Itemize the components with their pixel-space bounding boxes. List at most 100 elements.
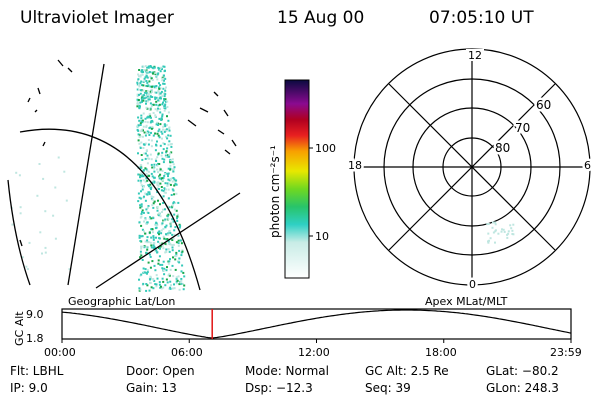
- emission-pixel: [146, 223, 148, 225]
- emission-pixel: [141, 84, 143, 87]
- emission-pixel: [150, 158, 153, 161]
- emission-pixel: [153, 264, 156, 267]
- emission-pixel: [138, 69, 141, 71]
- emission-pixel: [165, 86, 167, 89]
- emission-pixel: [140, 184, 143, 187]
- emission-pixel: [145, 80, 148, 82]
- emission-pixel: [156, 140, 158, 143]
- emission-pixel: [172, 220, 175, 223]
- emission-pixel: [152, 112, 155, 114]
- x-tick-label: 23:59: [550, 346, 582, 359]
- emission-pixel: [144, 142, 147, 145]
- emission-pixel: [158, 255, 161, 258]
- emission-pixel: [143, 91, 146, 94]
- emission-pixel: [11, 223, 14, 226]
- emission-pixel: [180, 270, 183, 273]
- emission-pixel: [154, 132, 157, 135]
- emission-pixel: [487, 232, 490, 235]
- emission-pixel: [140, 175, 143, 178]
- emission-pixel: [167, 154, 169, 157]
- emission-pixel: [511, 229, 514, 232]
- emission-pixel: [163, 65, 166, 68]
- emission-pixel: [171, 180, 174, 183]
- emission-pixel: [156, 109, 159, 112]
- emission-pixel: [494, 223, 497, 226]
- emission-pixel: [144, 217, 147, 220]
- emission-pixel: [146, 76, 149, 79]
- emission-pixel: [139, 173, 142, 176]
- emission-pixel: [152, 236, 155, 239]
- emission-pixel: [149, 65, 152, 67]
- emission-pixel: [164, 107, 167, 110]
- emission-pixel: [140, 129, 143, 132]
- emission-pixel: [149, 115, 152, 118]
- emission-pixel: [162, 82, 165, 85]
- emission-pixel: [151, 90, 154, 93]
- emission-pixel: [138, 75, 140, 78]
- emission-pixel: [144, 76, 147, 79]
- emission-pixel: [182, 288, 185, 291]
- emission-pixel: [160, 232, 163, 235]
- emission-pixel: [157, 130, 160, 133]
- emission-pixel: [172, 163, 175, 166]
- mlt-label: 12: [468, 49, 482, 62]
- emission-pixel: [146, 169, 149, 172]
- emission-pixel: [151, 175, 154, 178]
- emission-pixel: [151, 79, 154, 81]
- emission-pixel: [155, 224, 158, 227]
- emission-pixel: [140, 172, 143, 175]
- emission-pixel: [139, 174, 142, 177]
- emission-pixel: [162, 195, 165, 198]
- emission-pixel: [140, 141, 143, 144]
- emission-pixel: [156, 191, 159, 194]
- emission-pixel: [68, 268, 71, 271]
- emission-pixel: [163, 191, 166, 194]
- emission-pixel: [142, 282, 145, 285]
- emission-pixel: [153, 85, 156, 88]
- emission-pixel: [168, 260, 171, 263]
- emission-pixel: [173, 229, 176, 232]
- emission-pixel: [138, 134, 141, 137]
- polar-plot: 12 18 18 6 6 0 0 60 60 70 70 80 80: [346, 48, 594, 294]
- emission-pixel: [176, 220, 179, 222]
- emission-pixel: [162, 148, 165, 151]
- emission-pixel: [160, 117, 163, 120]
- emission-pixel: [149, 153, 152, 156]
- date-label: 15 Aug 00: [277, 8, 365, 28]
- emission-pixel: [157, 171, 159, 174]
- emission-pixel: [179, 239, 182, 242]
- emission-pixel: [42, 177, 45, 180]
- emission-pixel: [164, 125, 167, 128]
- emission-pixel: [140, 114, 143, 117]
- emission-pixel: [138, 234, 141, 237]
- emission-pixel: [138, 287, 141, 290]
- emission-pixel: [169, 161, 172, 164]
- emission-pixel: [174, 226, 177, 229]
- y-tick-label: 1.8: [26, 332, 44, 345]
- emission-pixel: [140, 94, 143, 97]
- emission-pixel: [142, 169, 145, 172]
- emission-pixel: [139, 250, 142, 253]
- emission-pixel: [152, 238, 155, 241]
- emission-pixel: [144, 199, 147, 202]
- emission-pixel: [164, 103, 167, 106]
- emission-pixel: [143, 77, 146, 80]
- gc-alt-readout: GC Alt: 2.5 Re: [365, 364, 449, 378]
- emission-pixel: [162, 247, 165, 250]
- emission-pixel: [161, 76, 164, 79]
- emission-pixel: [155, 144, 158, 147]
- emission-pixel: [149, 282, 152, 284]
- emission-pixel: [177, 201, 180, 204]
- emission-pixel: [153, 279, 156, 282]
- emission-pixel: [154, 71, 157, 74]
- emission-pixel: [171, 239, 174, 241]
- emission-pixel: [161, 211, 163, 213]
- door-readout: Door: Open: [126, 364, 195, 378]
- emission-pixel: [155, 285, 158, 288]
- y-tick-label: 9.0: [26, 308, 44, 321]
- emission-pixel: [173, 178, 176, 181]
- emission-pixel: [136, 88, 139, 91]
- emission-pixel: [146, 66, 149, 69]
- emission-pixel: [166, 155, 169, 158]
- emission-pixel: [500, 230, 503, 233]
